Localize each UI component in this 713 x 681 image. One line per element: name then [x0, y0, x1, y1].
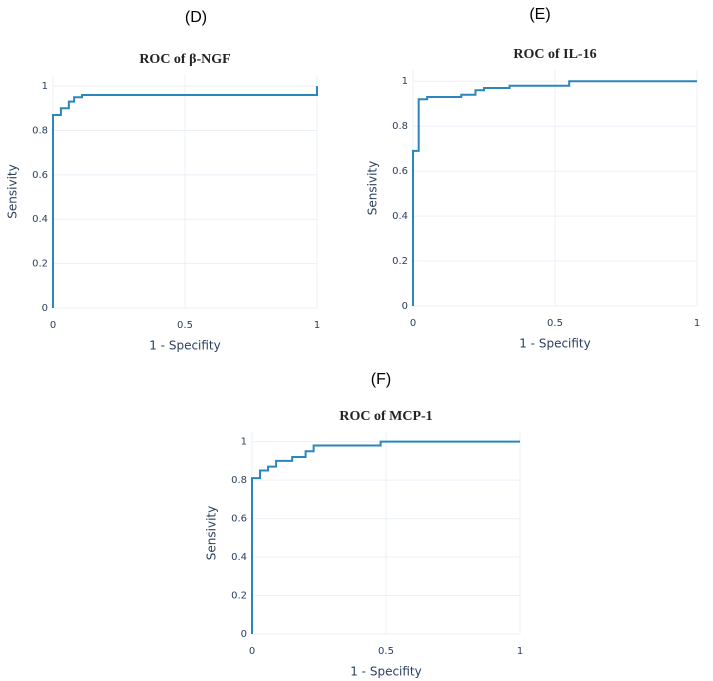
x-tick-label: 1 [517, 646, 523, 657]
y-axis-title: Sensivity [205, 506, 219, 560]
y-tick-label: 1 [42, 81, 48, 92]
y-tick-label: 0.6 [392, 166, 408, 177]
x-axis-title: 1 - Specifity [149, 339, 221, 353]
x-tick-label: 0 [50, 320, 56, 331]
panel-label: (D) [185, 9, 207, 26]
panel-label: (F) [371, 371, 391, 388]
y-tick-label: 0.4 [392, 211, 408, 222]
y-tick-label: 1 [402, 76, 408, 87]
roc-curve [52, 86, 318, 308]
y-tick-label: 0.8 [392, 121, 408, 132]
x-axis-title: 1 - Specifity [350, 665, 422, 679]
y-tick-label: 0.6 [32, 170, 48, 181]
x-axis-title: 1 - Specifity [519, 337, 591, 351]
y-tick-label: 0.2 [231, 591, 247, 602]
y-tick-label: 0.6 [231, 514, 247, 525]
y-tick-label: 0.8 [32, 125, 48, 136]
y-tick-label: 0 [42, 303, 48, 314]
y-tick-label: 0.4 [231, 552, 247, 563]
y-tick-label: 0.2 [392, 256, 408, 267]
x-tick-label: 1 [694, 318, 700, 329]
roc-curve [251, 440, 520, 634]
x-tick-label: 1 [314, 320, 320, 331]
x-tick-label: 0.5 [378, 646, 394, 657]
x-tick-label: 0.5 [177, 320, 193, 331]
x-tick-label: 0.5 [547, 318, 563, 329]
x-tick-label: 0 [410, 318, 416, 329]
x-tick-label: 0 [249, 646, 255, 657]
y-axis-title: Sensivity [366, 161, 380, 215]
chart-title: ROC of IL-16 [513, 47, 596, 62]
panel-label: (E) [529, 6, 550, 23]
chart-title: ROC of β-NGF [139, 52, 230, 67]
roc-curve [412, 80, 697, 306]
y-tick-label: 0.8 [231, 475, 247, 486]
y-tick-label: 0 [402, 301, 408, 312]
y-tick-label: 0.2 [32, 259, 48, 270]
y-tick-label: 0 [241, 629, 247, 640]
y-axis-title: Sensivity [6, 164, 20, 218]
y-tick-label: 1 [241, 437, 247, 448]
y-tick-label: 0.4 [32, 214, 48, 225]
chart-title: ROC of MCP-1 [339, 409, 432, 424]
